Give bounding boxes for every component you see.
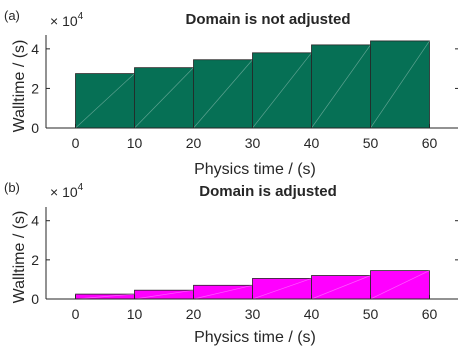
x-tick-label-b-3: 30 xyxy=(245,306,261,322)
panel-a: (a) Domain is not adjusted × 104 0 10 20 30… xyxy=(4,8,458,178)
bars-a xyxy=(75,40,430,129)
x-tick-label-a-3: 30 xyxy=(245,135,261,151)
exponent-base-a: × 10 xyxy=(50,13,78,29)
bar-diagonal-b-3 xyxy=(252,278,312,300)
y-tick-labels-a: 0 2 4 xyxy=(31,41,39,136)
x-tick-label-a-5: 50 xyxy=(363,135,379,151)
exponent-label-b: × 104 xyxy=(50,182,84,200)
exponent-label-a: × 104 xyxy=(50,11,84,29)
y-tick-label-a-0: 0 xyxy=(31,120,39,136)
y-tick-label-b-0: 0 xyxy=(31,291,39,307)
bar-diagonal-a-0 xyxy=(75,73,135,129)
panel-label-a: (a) xyxy=(4,8,20,23)
exponent-power-a: 4 xyxy=(78,11,84,22)
y-tick-label-a-1: 2 xyxy=(31,80,39,96)
x-tick-label-a-6: 60 xyxy=(422,135,438,151)
bar-a-2 xyxy=(193,59,253,129)
bar-a-4 xyxy=(311,44,371,129)
x-tick-labels-a: 0 10 20 30 40 50 60 xyxy=(72,135,438,151)
exponent-power-b: 4 xyxy=(78,182,84,193)
bar-diagonal-b-4 xyxy=(311,275,371,300)
x-axis-label-b: Physics time / (s) xyxy=(194,329,316,346)
bar-diagonal-b-0 xyxy=(75,293,135,300)
bar-diagonal-a-1 xyxy=(134,67,194,129)
bar-diagonal-b-1 xyxy=(134,289,194,300)
panel-b: (b) Domain is adjusted × 104 0 10 20 30 40 50… xyxy=(4,180,458,346)
bar-diagonal-b-2 xyxy=(193,284,253,300)
x-tick-label-a-4: 40 xyxy=(304,135,320,151)
y-axis-label-a: Walltime / (s) xyxy=(11,40,28,133)
bar-diagonal-b-5 xyxy=(370,270,430,300)
x-axis-label-a: Physics time / (s) xyxy=(194,161,316,178)
x-tick-label-b-6: 60 xyxy=(422,306,438,322)
bars-b xyxy=(75,270,430,300)
y-tick-labels-b: 0 2 4 xyxy=(31,213,39,307)
bar-a-0 xyxy=(75,73,135,129)
bar-b-5 xyxy=(370,270,430,300)
chart-title-b: Domain is adjusted xyxy=(199,183,337,200)
bar-diagonal-a-5 xyxy=(370,40,430,129)
x-tick-label-a-2: 20 xyxy=(186,135,202,151)
panel-label-b: (b) xyxy=(4,180,20,195)
axes-a xyxy=(45,35,458,129)
x-tick-label-b-5: 50 xyxy=(363,306,379,322)
x-tick-label-b-4: 40 xyxy=(304,306,320,322)
x-tick-label-b-1: 10 xyxy=(127,306,143,322)
x-tick-labels-b: 0 10 20 30 40 50 60 xyxy=(72,306,438,322)
bar-a-5 xyxy=(370,40,430,129)
bar-diagonal-a-3 xyxy=(252,52,312,129)
y-tick-label-a-2: 4 xyxy=(31,41,39,57)
bar-a-1 xyxy=(134,67,194,129)
chart-title-a: Domain is not adjusted xyxy=(185,11,350,28)
bar-diagonal-a-2 xyxy=(193,59,253,129)
bar-diagonal-a-4 xyxy=(311,44,371,129)
axes-b xyxy=(45,207,458,300)
x-tick-label-b-2: 20 xyxy=(186,306,202,322)
x-tick-label-a-0: 0 xyxy=(72,135,80,151)
exponent-base-b: × 10 xyxy=(50,184,78,200)
x-tick-label-a-1: 10 xyxy=(127,135,143,151)
y-axis-label-b: Walltime / (s) xyxy=(11,211,28,304)
y-tick-label-b-2: 4 xyxy=(31,213,39,229)
x-tick-label-b-0: 0 xyxy=(72,306,80,322)
y-tick-label-b-1: 2 xyxy=(31,252,39,268)
